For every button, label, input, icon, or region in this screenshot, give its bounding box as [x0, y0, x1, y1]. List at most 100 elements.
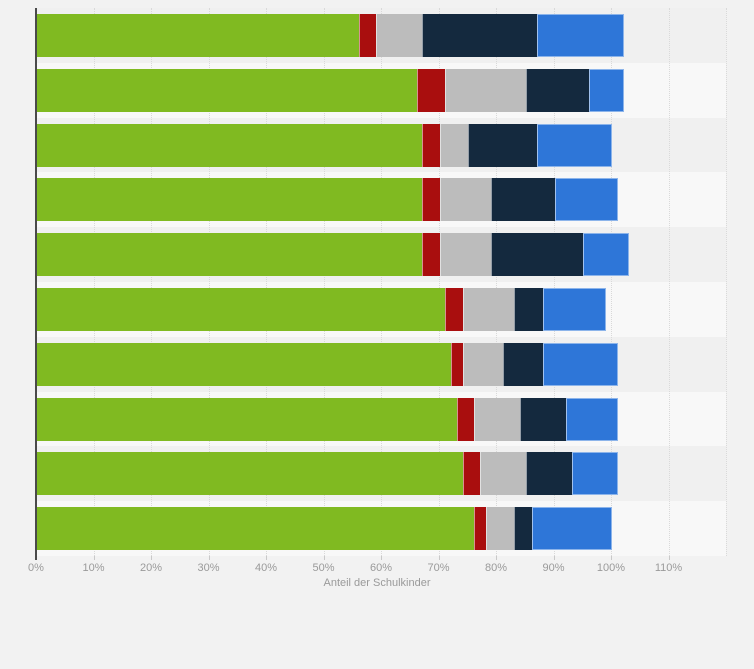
gray-segment[interactable] [474, 397, 520, 441]
bar-row [37, 68, 624, 112]
x-axis-tick [553, 556, 555, 560]
navy-segment[interactable] [491, 233, 584, 277]
gridline [381, 8, 382, 556]
x-axis-tick-label: 0% [28, 562, 44, 574]
blue-segment[interactable] [589, 68, 624, 112]
green-segment[interactable] [37, 68, 417, 112]
x-axis-tick-label: 90% [542, 562, 565, 574]
bar-row [37, 14, 624, 57]
x-axis-tick-label: 70% [427, 562, 450, 574]
gridline [266, 8, 267, 556]
green-segment[interactable] [37, 233, 423, 277]
dark-red-segment[interactable] [445, 288, 463, 331]
gray-segment[interactable] [439, 233, 492, 277]
green-segment[interactable] [37, 178, 423, 222]
green-segment[interactable] [37, 452, 463, 496]
x-axis-tick-label: 80% [484, 562, 508, 574]
dark-red-segment[interactable] [456, 397, 474, 441]
x-axis-tick [496, 556, 497, 560]
x-axis-tick-label: 40% [254, 562, 278, 574]
navy-segment[interactable] [520, 397, 566, 441]
gridline [208, 8, 210, 556]
gray-segment[interactable] [445, 68, 526, 112]
x-axis-tick [93, 556, 95, 560]
bar-row [37, 233, 630, 277]
gridline [93, 8, 95, 556]
bar-row [37, 288, 607, 331]
dark-red-segment[interactable] [422, 233, 440, 277]
blue-segment[interactable] [571, 452, 618, 496]
dark-red-segment[interactable] [422, 123, 440, 167]
gridline [151, 8, 152, 556]
gray-segment[interactable] [439, 178, 492, 222]
blue-segment[interactable] [543, 342, 618, 386]
blue-segment[interactable] [543, 288, 607, 331]
green-segment[interactable] [37, 123, 423, 167]
bar-row [37, 397, 618, 441]
navy-segment[interactable] [491, 178, 555, 222]
navy-segment[interactable] [468, 123, 538, 167]
green-segment[interactable] [37, 342, 451, 386]
blue-segment[interactable] [537, 123, 612, 167]
gridline [496, 8, 497, 556]
dark-red-segment[interactable] [451, 342, 463, 386]
dark-red-segment[interactable] [474, 507, 486, 551]
gridline [726, 8, 727, 556]
bar-row [37, 507, 612, 551]
x-axis-tick [381, 556, 382, 560]
gridline [611, 8, 612, 556]
blue-segment[interactable] [554, 178, 618, 222]
navy-segment[interactable] [422, 14, 538, 57]
dark-red-segment[interactable] [462, 452, 480, 496]
green-segment[interactable] [37, 397, 457, 441]
x-axis-tick [668, 556, 670, 560]
x-axis-title: Anteil der Schulkinder [323, 577, 431, 589]
green-segment[interactable] [37, 288, 446, 331]
x-axis-tick [438, 556, 440, 560]
x-axis-tick-label: 10% [82, 562, 105, 574]
bar-row [37, 452, 618, 496]
blue-segment[interactable] [531, 507, 612, 551]
x-axis-tick-label: 50% [312, 562, 335, 574]
x-axis-tick-label: 110% [654, 562, 683, 574]
blue-segment[interactable] [537, 14, 624, 57]
bar-row [37, 178, 618, 222]
dark-red-segment[interactable] [416, 68, 446, 112]
x-axis-tick [208, 556, 210, 560]
navy-segment[interactable] [502, 342, 543, 386]
blue-segment[interactable] [566, 397, 618, 441]
navy-segment[interactable] [525, 68, 589, 112]
x-axis-tick [611, 556, 612, 560]
plot-area [35, 8, 727, 560]
bar-row [37, 342, 618, 386]
gray-segment[interactable] [376, 14, 423, 57]
gray-segment[interactable] [479, 452, 526, 496]
x-axis-tick-label: 30% [197, 562, 220, 574]
gridline [553, 8, 555, 556]
x-axis-tick-label: 20% [139, 562, 163, 574]
x-axis-tick-label: 100% [596, 562, 626, 574]
gridline [323, 8, 325, 556]
green-segment[interactable] [37, 14, 359, 57]
gridline [438, 8, 440, 556]
navy-segment[interactable] [514, 288, 543, 331]
dark-red-segment[interactable] [422, 178, 440, 222]
y-axis-line [35, 8, 37, 560]
dark-red-segment[interactable] [359, 14, 377, 57]
gray-segment[interactable] [462, 342, 503, 386]
gridline [668, 8, 670, 556]
green-segment[interactable] [37, 507, 474, 551]
gray-segment[interactable] [485, 507, 515, 551]
x-axis-tick [151, 556, 152, 560]
gray-segment[interactable] [462, 288, 515, 331]
gray-segment[interactable] [439, 123, 469, 167]
x-axis-tick [323, 556, 325, 560]
bar-row [37, 123, 612, 167]
navy-segment[interactable] [525, 452, 572, 496]
x-axis: 0% 10% 20% 30% 40% 50% 60% 70% 80% 90% 100% 110% [28, 556, 726, 586]
x-axis-tick-label: 60% [369, 562, 393, 574]
navy-segment[interactable] [514, 507, 532, 551]
blue-segment[interactable] [583, 233, 630, 277]
x-axis-tick [266, 556, 267, 560]
